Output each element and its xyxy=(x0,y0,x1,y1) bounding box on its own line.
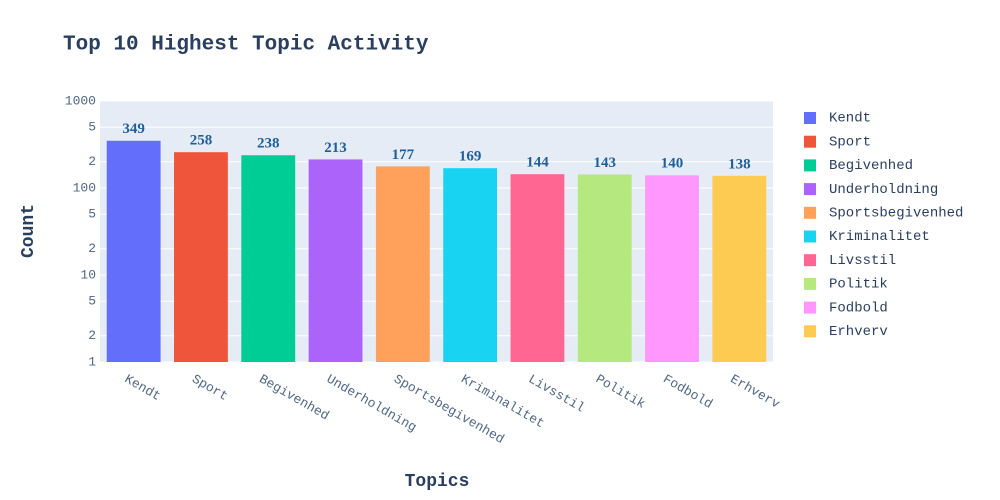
legend-label: Kriminalitet xyxy=(829,229,930,245)
data-label: 144 xyxy=(526,155,549,171)
y-tick-label: 1 xyxy=(88,354,96,369)
legend-label: Livsstil xyxy=(829,253,896,269)
bar xyxy=(375,166,430,362)
y-tick-label: 10 xyxy=(80,267,96,282)
y-axis-label: Count xyxy=(19,204,39,258)
bar xyxy=(443,168,498,362)
legend-swatch xyxy=(804,230,816,243)
y-tick-label: 2 xyxy=(88,154,96,169)
bar xyxy=(712,175,767,362)
bar xyxy=(577,174,632,362)
legend-swatch xyxy=(804,206,816,219)
legend-swatch xyxy=(804,254,816,267)
bar xyxy=(241,155,296,362)
data-label: 143 xyxy=(594,155,617,171)
legend-swatch xyxy=(804,159,816,172)
data-label: 138 xyxy=(728,156,751,172)
legend-label: Sportsbegivenhed xyxy=(829,206,963,222)
legend-label: Fodbold xyxy=(829,300,888,316)
data-label: 177 xyxy=(392,147,415,163)
legend-swatch xyxy=(804,135,816,148)
x-axis-label: Topics xyxy=(405,472,470,492)
y-tick-label: 5 xyxy=(88,120,96,135)
legend-label: Erhverv xyxy=(829,324,888,340)
legend-swatch xyxy=(804,325,816,338)
legend-label: Underholdning xyxy=(829,182,938,198)
y-tick-label: 5 xyxy=(88,207,96,222)
bar xyxy=(645,175,699,362)
bar xyxy=(510,174,565,362)
legend-label: Kendt xyxy=(829,111,871,127)
legend-label: Politik xyxy=(829,277,888,293)
data-label: 258 xyxy=(190,133,213,149)
legend-swatch xyxy=(804,183,816,196)
data-label: 213 xyxy=(324,140,347,156)
legend-label: Begivenhed xyxy=(829,158,913,174)
y-tick-label: 100 xyxy=(73,180,96,195)
bar xyxy=(308,159,363,362)
y-tick-label: 5 xyxy=(88,294,96,309)
y-tick-label: 1000 xyxy=(65,93,96,108)
legend-swatch xyxy=(804,301,816,314)
legend-swatch xyxy=(804,112,816,124)
bar xyxy=(174,152,228,362)
legend-swatch xyxy=(804,277,816,290)
y-tick-label: 2 xyxy=(88,241,96,256)
legend-label: Sport xyxy=(829,134,871,150)
y-tick-label: 2 xyxy=(88,328,96,343)
chart-title: Top 10 Highest Topic Activity xyxy=(63,34,429,57)
data-label: 169 xyxy=(459,149,482,165)
bar xyxy=(106,140,161,362)
data-label: 140 xyxy=(661,156,684,172)
data-label: 349 xyxy=(122,121,145,137)
data-label: 238 xyxy=(257,136,280,152)
